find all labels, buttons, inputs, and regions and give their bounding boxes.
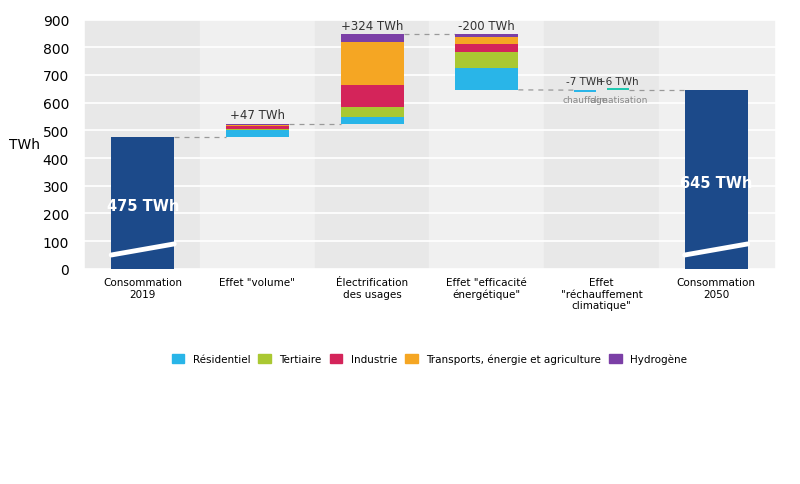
- Text: +324 TWh: +324 TWh: [341, 20, 403, 32]
- Bar: [86, 20, 200, 269]
- Bar: [111, 138, 174, 269]
- Bar: [544, 20, 659, 269]
- Bar: [341, 107, 404, 118]
- Bar: [455, 45, 518, 53]
- Y-axis label: TWh: TWh: [9, 138, 40, 152]
- Text: +6 TWh: +6 TWh: [598, 77, 639, 87]
- Legend: Résidentiel, Tertiaire, Industrie, Transports, énergie et agriculture, Hydrogène: Résidentiel, Tertiaire, Industrie, Trans…: [167, 350, 691, 369]
- Bar: [455, 53, 518, 69]
- Bar: [341, 86, 404, 107]
- Bar: [200, 20, 314, 269]
- Text: climatisation: climatisation: [589, 96, 647, 105]
- Text: +47 TWh: +47 TWh: [230, 109, 285, 122]
- Text: -200 TWh: -200 TWh: [458, 20, 515, 32]
- Bar: [341, 118, 404, 125]
- Bar: [341, 43, 404, 86]
- Bar: [341, 35, 404, 43]
- Bar: [574, 91, 596, 93]
- Bar: [314, 20, 430, 269]
- Bar: [455, 69, 518, 91]
- Bar: [607, 90, 630, 91]
- Text: -7 TWh: -7 TWh: [566, 77, 603, 87]
- Bar: [226, 130, 289, 131]
- Bar: [226, 131, 289, 138]
- Bar: [226, 126, 289, 130]
- Text: 645 TWh: 645 TWh: [680, 176, 752, 191]
- Bar: [455, 38, 518, 45]
- Bar: [455, 35, 518, 38]
- Text: 475 TWh: 475 TWh: [106, 198, 179, 213]
- Bar: [430, 20, 544, 269]
- Bar: [659, 20, 774, 269]
- Text: chauffage: chauffage: [562, 96, 607, 105]
- Bar: [226, 125, 289, 126]
- Bar: [685, 91, 748, 269]
